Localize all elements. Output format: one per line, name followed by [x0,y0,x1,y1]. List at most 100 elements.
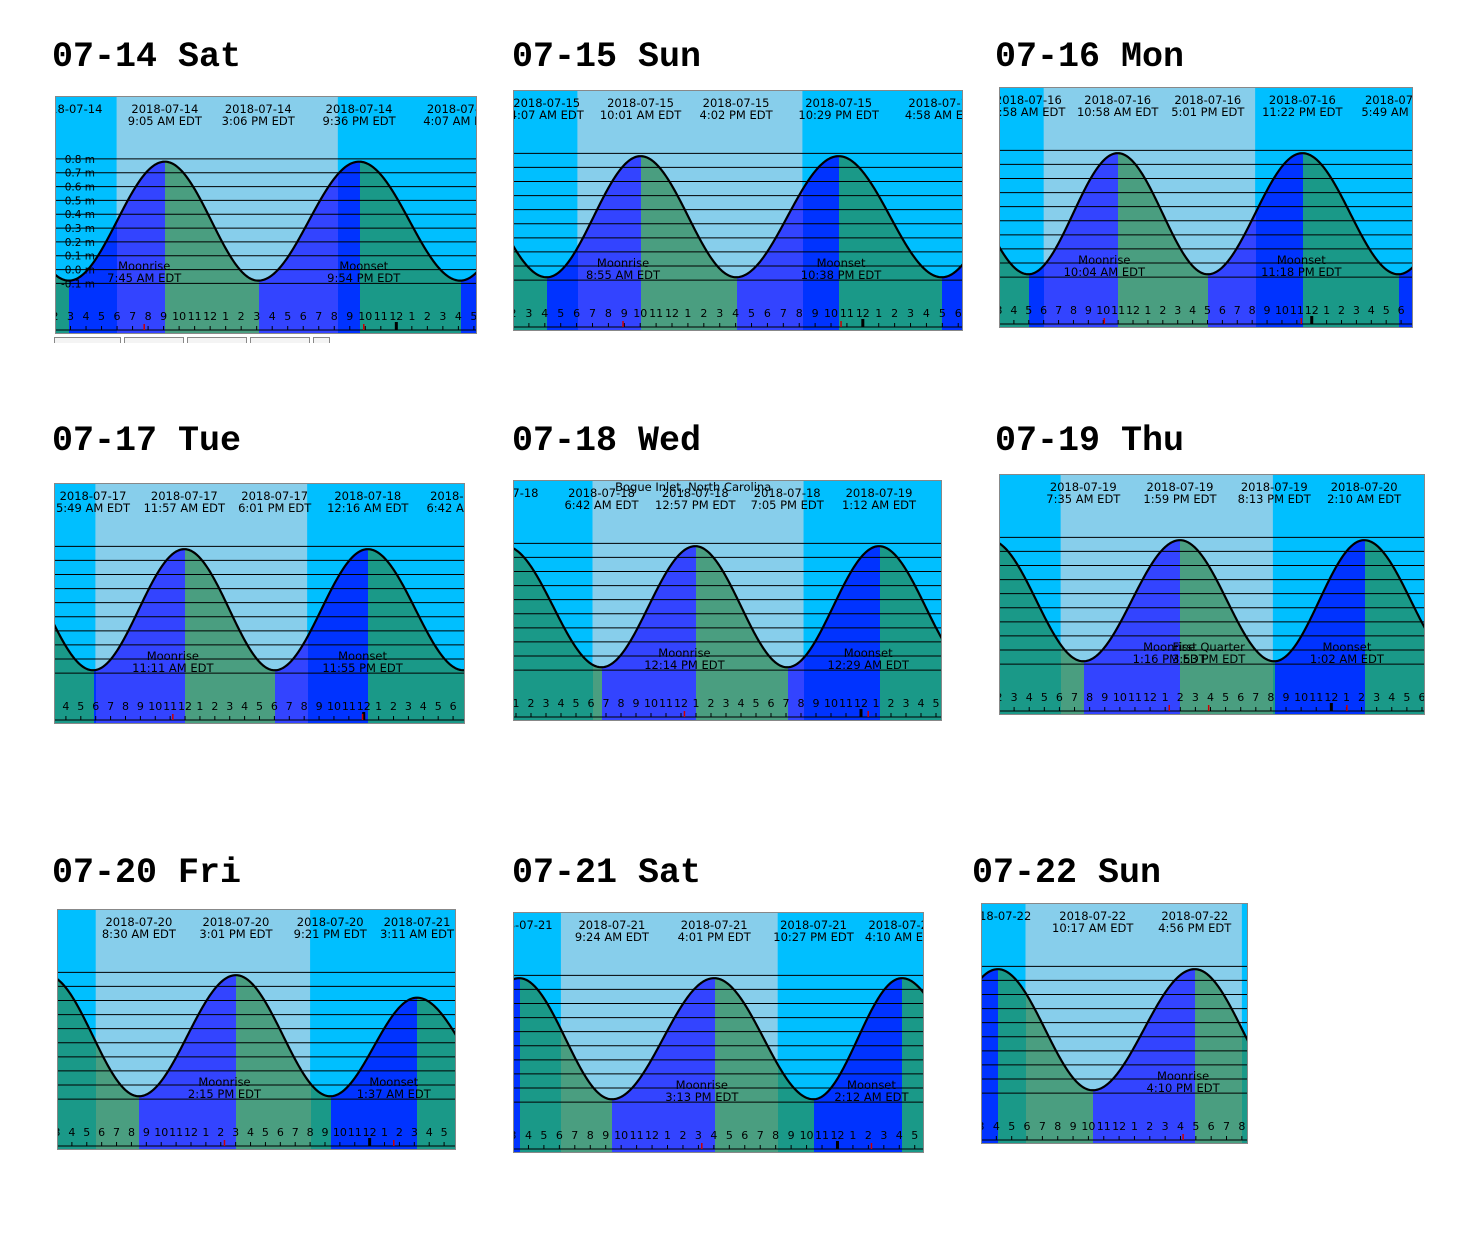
moon-event-time: 10:04 AM EDT [1064,265,1146,279]
chart-tab[interactable] [124,337,184,343]
tide-extreme-time: 4:56 PM EDT [1158,921,1232,935]
moon-event-label: Moonrise [658,646,710,660]
tide-extreme-time: 10:58 AM EDT [1077,105,1159,119]
hour-tick-label: 8 [587,1129,594,1142]
tide-extreme-date: 2018-07-14 [55,102,102,116]
moon-event-time: 2:15 PM EDT [188,1087,262,1101]
chart-tab[interactable] [187,337,247,343]
water-area [331,1116,418,1150]
moon-event-label: Moonset [338,649,387,663]
tide-extreme-date: 2018-07-18 [430,489,465,503]
hour-tick-label: 5 [573,697,580,710]
hour-tick-label: 1 [1343,691,1350,704]
hour-tick-label: 7 [107,700,114,713]
chart-border [513,90,963,331]
chart-tab[interactable] [54,337,121,343]
hour-tick-label: 9 [1085,304,1092,317]
water-area [981,1110,999,1144]
moon-event-label: Moonrise [676,1078,728,1092]
tide-extreme-time: 11:57 AM EDT [144,501,226,515]
hour-tick-label: 10 [633,307,647,320]
tide-curve [57,974,456,1098]
water-area [593,687,603,721]
day-title: 07-21 Sat [512,853,702,893]
water-area [1242,1029,1248,1110]
hour-tick-label: 3 [723,697,730,710]
tide-extreme-date: 2018-07-20 [105,915,172,929]
hour-tick-label: 2 [424,310,431,323]
hour-tick-label: 11 [1290,304,1304,317]
tide-extreme-date: 2018-07-20 [297,915,364,929]
water-area [520,978,561,1119]
water-area [998,969,1026,1110]
hour-tick-label: 1 [1144,304,1151,317]
hour-tick-label: 4 [83,310,90,323]
water-area [513,687,594,721]
hour-tick-label: 1 [849,1129,856,1142]
water-area [96,1116,140,1150]
hour-tick-label: 4 [455,310,462,323]
hour-tick-label: 5 [748,307,755,320]
tide-extreme-date: 2018-07-22 [1059,909,1126,923]
hour-tick-label: 6 [1040,304,1047,317]
hour-tick-label: 2 [238,310,245,323]
hour-tick-label: 9 [321,1126,328,1139]
hour-tick-label: 3 [1162,1120,1169,1133]
water-area [612,978,715,1119]
hour-tick-label: 5 [441,1126,448,1139]
water-area [54,690,95,724]
water-area [804,546,880,687]
water-area [513,245,547,297]
water-area [360,300,462,334]
hour-tick-label: 10 [1294,691,1308,704]
tide-extreme-date: 2018-07-15 [703,96,770,110]
tide-extreme-time: 1:12 AM EDT [842,498,917,512]
chart-tab[interactable] [250,337,310,343]
water-area [715,1119,779,1153]
moon-event-label: Moonrise [1078,253,1130,267]
hour-tick-label: 2 [999,691,1003,704]
moon-event-time: 4:10 PM EDT [1147,1081,1221,1095]
hour-tick-label: 10 [614,1129,628,1142]
water-area [117,300,166,334]
tide-extreme-time: 4:58 AM EDT [905,108,963,122]
hour-tick-label: 1 [408,310,415,323]
water-area [513,548,593,687]
hour-tick-label: 3 [226,700,233,713]
tide-extreme-date: 2018-07-15 [805,96,872,110]
hour-tick-label: 4 [1388,691,1395,704]
hour-tick-label: 11 [659,697,673,710]
hour-tick-label: 6 [271,700,278,713]
hour-tick-label: 12 [674,697,688,710]
hour-tick-label: 6 [741,1129,748,1142]
water-area [461,300,477,334]
chart-tab[interactable] [313,337,330,343]
moon-event-time: 3:13 PM EDT [665,1090,739,1104]
hour-tick-label: 1 [222,310,229,323]
moon-event-time: 3:53 PM EDT [1172,652,1246,666]
hour-tick-label: 7 [1071,691,1078,704]
water-area [1180,540,1273,681]
hour-tick-label: 6 [955,307,962,320]
hour-tick-label: 3 [513,1129,517,1142]
hour-tick-label: 3 [525,307,532,320]
hour-tick-label: 8 [1249,304,1256,317]
chart-border [513,480,942,721]
hour-tick-label: 5 [1204,304,1211,317]
hour-tick-label: 8 [1054,1120,1061,1133]
hour-tick-label: 12 [363,1126,377,1139]
tide-extreme-date: 2018-07-20 [203,915,270,929]
day-title: 07-22 Sun [972,853,1162,893]
hour-tick-label: 3 [1011,691,1018,704]
hour-tick-label: 9 [1101,691,1108,704]
day-title: 07-16 Mon [995,37,1185,77]
hour-tick-label: 12 [645,1129,659,1142]
hour-tick-label: 5 [77,700,84,713]
water-area [94,669,96,690]
chart-border [54,483,465,724]
hour-tick-label: 11 [840,307,854,320]
water-area [788,687,805,721]
hour-tick-label: 1 [693,697,700,710]
